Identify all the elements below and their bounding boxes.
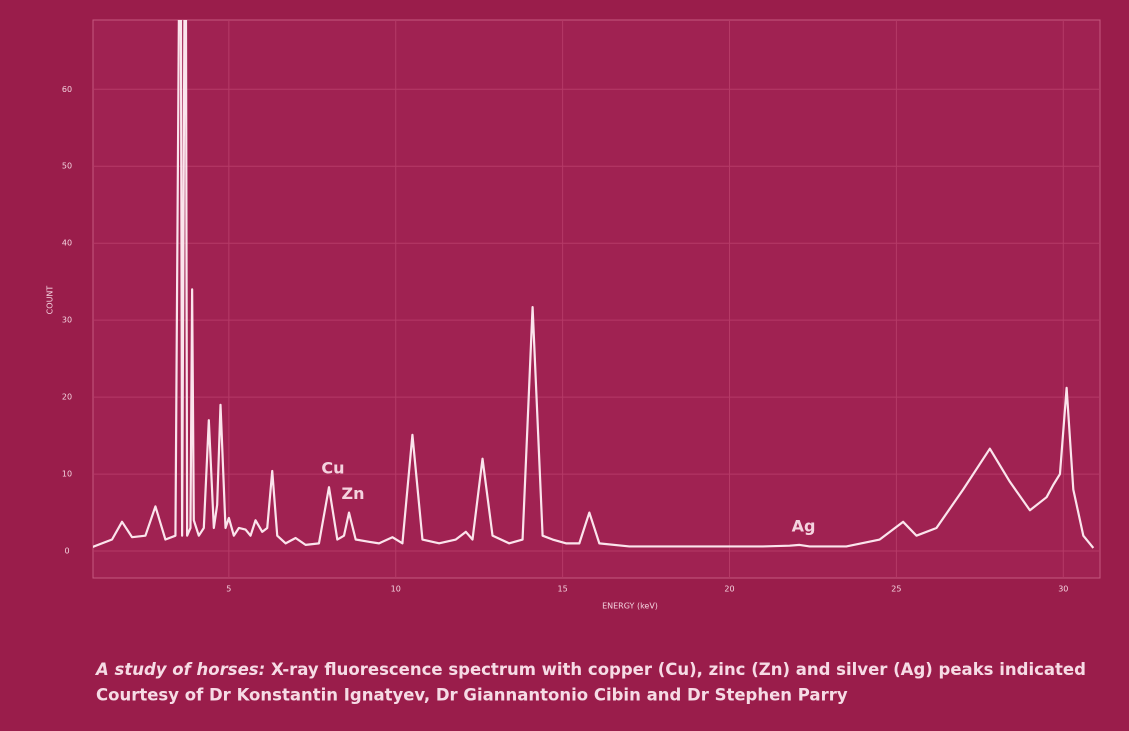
y-tick-label: 40 <box>62 239 72 248</box>
caption-credit: Courtesy of Dr Konstantin Ignatyev, Dr G… <box>96 686 848 705</box>
page: COUNT ENERGY (keV) A study of horses: X-… <box>0 0 1129 731</box>
caption: A study of horses: X-ray fluorescence sp… <box>94 660 1086 679</box>
x-tick-label: 25 <box>891 585 901 594</box>
y-tick-label: 60 <box>62 85 72 94</box>
peak-annotation: Ag <box>792 516 816 535</box>
peak-annotation: Zn <box>342 484 365 503</box>
y-tick-label: 50 <box>62 162 72 171</box>
plot-area <box>93 20 1100 578</box>
y-tick-label: 20 <box>62 393 72 402</box>
caption-lead: A study of horses: <box>94 660 265 679</box>
x-tick-label: 30 <box>1058 585 1068 594</box>
y-tick-label: 10 <box>62 470 72 479</box>
y-tick-label: 30 <box>62 316 72 325</box>
x-axis-label: ENERGY (keV) <box>602 602 658 611</box>
y-tick-label: 0 <box>64 547 69 556</box>
caption-rest: X-ray fluorescence spectrum with copper … <box>265 660 1086 679</box>
peak-annotation: Cu <box>321 459 344 478</box>
chart: COUNT ENERGY (keV) A study of horses: X-… <box>0 0 1129 731</box>
x-tick-label: 20 <box>724 585 734 594</box>
x-tick-label: 10 <box>391 585 401 594</box>
x-tick-label: 15 <box>558 585 568 594</box>
y-axis-label: COUNT <box>46 286 55 315</box>
x-tick-label: 5 <box>226 585 231 594</box>
